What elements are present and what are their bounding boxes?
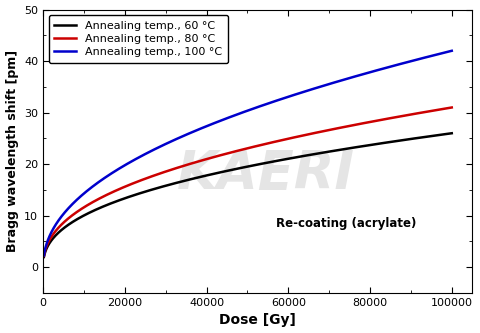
Annealing temp., 80 °C	[41, 254, 47, 258]
Annealing temp., 80 °C	[448, 106, 454, 110]
Annealing temp., 100 °C	[345, 76, 350, 80]
Line: Annealing temp., 100 °C: Annealing temp., 100 °C	[44, 51, 451, 255]
Annealing temp., 80 °C	[196, 159, 202, 163]
Annealing temp., 100 °C	[115, 167, 120, 171]
Annealing temp., 60 °C	[41, 255, 47, 259]
Y-axis label: Bragg wavelength shift [pm]: Bragg wavelength shift [pm]	[6, 50, 19, 252]
Annealing temp., 100 °C	[196, 127, 202, 131]
Annealing temp., 60 °C	[448, 131, 454, 135]
Annealing temp., 60 °C	[285, 157, 291, 161]
Legend: Annealing temp., 60 °C, Annealing temp., 80 °C, Annealing temp., 100 °C: Annealing temp., 60 °C, Annealing temp.,…	[48, 15, 228, 63]
Annealing temp., 80 °C	[306, 132, 312, 136]
Annealing temp., 60 °C	[115, 199, 120, 203]
Text: Re-coating (acrylate): Re-coating (acrylate)	[276, 217, 416, 230]
Annealing temp., 80 °C	[115, 188, 120, 192]
Annealing temp., 100 °C	[448, 49, 454, 53]
X-axis label: Dose [Gy]: Dose [Gy]	[219, 313, 296, 327]
Annealing temp., 100 °C	[375, 68, 381, 72]
Annealing temp., 80 °C	[285, 137, 291, 141]
Annealing temp., 60 °C	[306, 153, 312, 157]
Text: KAERI: KAERI	[177, 148, 355, 200]
Annealing temp., 100 °C	[285, 95, 291, 99]
Annealing temp., 60 °C	[375, 142, 381, 146]
Line: Annealing temp., 80 °C: Annealing temp., 80 °C	[44, 108, 451, 256]
Annealing temp., 80 °C	[345, 124, 350, 128]
Annealing temp., 60 °C	[196, 175, 202, 179]
Annealing temp., 60 °C	[345, 147, 350, 151]
Annealing temp., 80 °C	[375, 118, 381, 122]
Line: Annealing temp., 60 °C: Annealing temp., 60 °C	[44, 133, 451, 257]
Annealing temp., 100 °C	[41, 253, 47, 257]
Annealing temp., 100 °C	[306, 88, 312, 92]
